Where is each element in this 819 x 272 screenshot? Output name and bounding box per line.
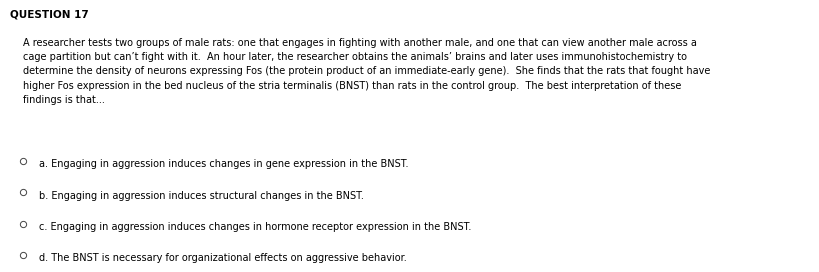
Text: QUESTION 17: QUESTION 17 [10, 10, 88, 20]
Text: d. The BNST is necessary for organizational effects on aggressive behavior.: d. The BNST is necessary for organizatio… [39, 253, 407, 263]
Text: a. Engaging in aggression induces changes in gene expression in the BNST.: a. Engaging in aggression induces change… [39, 159, 409, 169]
Text: b. Engaging in aggression induces structural changes in the BNST.: b. Engaging in aggression induces struct… [39, 191, 364, 201]
Text: A researcher tests two groups of male rats: one that engages in fighting with an: A researcher tests two groups of male ra… [23, 38, 710, 105]
Text: c. Engaging in aggression induces changes in hormone receptor expression in the : c. Engaging in aggression induces change… [39, 222, 472, 232]
